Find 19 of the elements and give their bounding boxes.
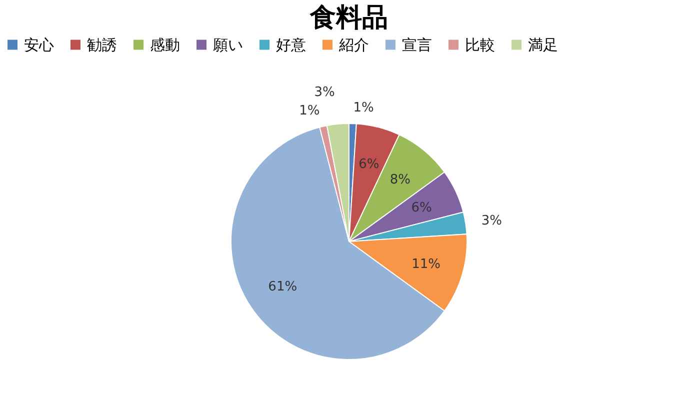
chart-title: 食料品 — [309, 3, 388, 33]
data-label: 6% — [411, 200, 432, 216]
legend-label: 紹介 — [338, 36, 369, 54]
legend-label: 願い — [213, 36, 243, 54]
legend-label: 満足 — [528, 36, 558, 54]
data-label: 8% — [390, 172, 410, 188]
legend-label: 宣言 — [402, 36, 432, 54]
data-label: 1% — [299, 104, 320, 119]
data-label: 11% — [412, 256, 441, 272]
data-label: 6% — [358, 156, 380, 172]
data-label: 61% — [268, 280, 298, 295]
legend-label: 安心 — [24, 36, 54, 54]
data-label: 1% — [353, 100, 374, 116]
data-label: 3% — [481, 214, 502, 229]
legend-label: 好意 — [276, 36, 306, 54]
legend-label: 勧誘 — [87, 36, 117, 54]
data-label: 3% — [314, 85, 335, 100]
legend-label: 感動 — [150, 36, 180, 54]
legend-label: 比較 — [465, 36, 495, 54]
